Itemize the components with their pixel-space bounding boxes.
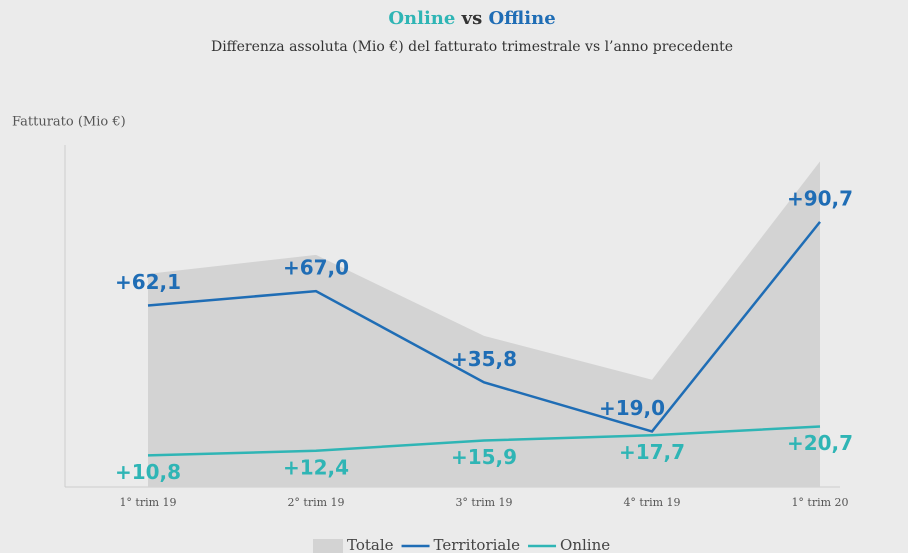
value-label: +15,9	[451, 445, 517, 469]
legend-label: Online	[560, 536, 610, 553]
value-label: +20,7	[787, 431, 853, 455]
value-label: +62,1	[115, 270, 181, 294]
chart-title: Online vs Offline	[388, 8, 555, 29]
x-tick-label: 4° trim 19	[623, 496, 680, 509]
value-label: +10,8	[115, 460, 181, 484]
legend-label: Totale	[347, 536, 394, 553]
x-tick-label: 2° trim 19	[287, 496, 344, 509]
line	[147, 425, 821, 457]
legend-swatch	[313, 539, 343, 553]
x-tick-label: 3° trim 19	[455, 496, 512, 509]
title-part: Online	[388, 8, 455, 29]
y-axis-label: Fatturato (Mio €)	[12, 115, 126, 130]
value-label: +17,7	[619, 440, 685, 464]
value-label: +67,0	[283, 256, 349, 280]
value-label: +12,4	[283, 455, 349, 479]
value-label: +19,0	[599, 396, 665, 420]
area	[148, 161, 820, 487]
x-tick-label: 1° trim 19	[119, 496, 176, 509]
value-label: +35,8	[451, 347, 517, 371]
title-part: Offline	[488, 8, 555, 29]
title-part: vs	[461, 8, 483, 29]
x-tick-label: 1° trim 20	[791, 496, 848, 509]
chart-subtitle: Differenza assoluta (Mio €) del fatturat…	[211, 39, 733, 55]
line	[147, 221, 821, 433]
legend-label: Territoriale	[434, 536, 521, 553]
value-label: +90,7	[787, 186, 853, 210]
